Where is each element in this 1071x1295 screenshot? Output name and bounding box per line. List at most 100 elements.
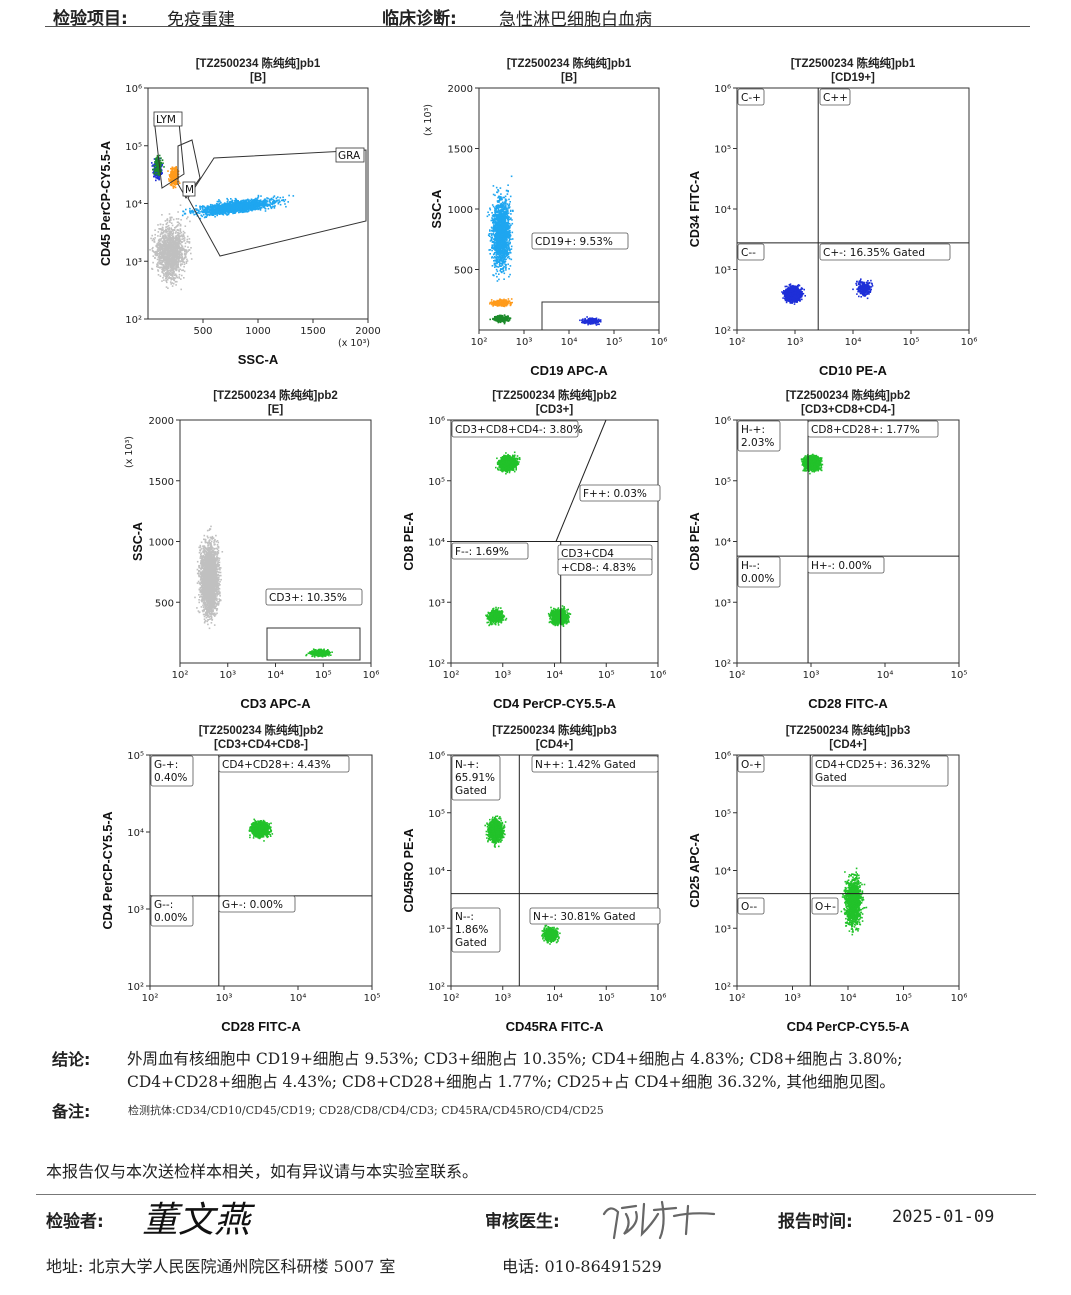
event-dot [493,227,496,229]
event-dot [169,221,171,223]
event-dot [166,230,168,233]
event-dot [188,249,190,251]
event-dot [233,203,236,206]
event-dot [163,279,165,281]
event-dot [161,244,163,247]
event-dot [234,197,237,200]
event-dot [178,180,180,183]
event-dot [166,265,168,268]
event-dot [253,199,256,201]
event-dot [264,210,267,212]
event-dot [178,276,180,278]
event-dot [260,195,262,197]
event-dot [184,250,186,252]
event-dot [257,194,260,197]
event-dot [510,175,513,178]
event-dot [238,203,240,205]
event-population-1 [149,204,193,291]
event-dot [507,245,510,248]
event-dot [182,210,184,213]
event-dot [169,246,171,249]
event-dot [174,232,177,234]
event-dot [170,172,172,174]
event-dot [232,204,235,206]
event-dot [242,199,245,202]
event-dot [172,241,175,244]
event-dot [177,259,179,261]
event-dot [176,246,178,248]
event-dot [214,213,217,216]
event-dot [180,244,183,247]
event-dot [506,254,509,256]
event-dot [169,232,171,234]
diagnosis-value: 急性淋巴细胞白血病 [499,10,652,30]
event-dot [175,265,178,268]
event-dot [151,268,154,270]
event-dot [164,236,167,238]
event-dot [185,260,188,263]
event-dot [175,183,177,185]
event-dot [494,229,496,231]
event-dot [154,162,157,164]
event-dot [507,206,510,208]
event-dot [504,203,507,205]
event-dot [242,208,244,211]
event-dot [184,225,187,227]
event-dot [203,210,206,213]
event-dot [237,209,239,211]
event-dot [171,282,174,284]
event-dot [492,224,495,226]
event-dot [175,246,177,249]
event-dot [180,252,183,255]
event-dot [160,161,162,164]
event-dot [242,201,244,203]
event-dot [173,278,175,280]
event-dot [167,229,170,231]
event-dot [180,240,183,243]
event-dot [263,205,266,208]
event-dot [227,199,229,201]
event-dot [186,260,189,262]
event-dot [163,236,165,239]
event-dot [155,173,157,176]
event-dot [153,173,156,176]
event-dot [504,195,507,198]
event-dot [499,260,501,263]
event-dot [219,212,222,215]
event-dot [503,196,506,199]
event-dot [157,250,159,252]
event-dot [275,200,277,203]
event-dot [159,257,161,260]
event-dot [149,249,151,251]
event-dot [218,213,221,215]
event-dot [167,246,169,249]
event-dot [235,200,238,203]
event-dot [162,269,164,272]
event-dot [152,237,155,240]
event-dot [266,197,268,199]
event-dot [501,264,504,266]
event-dot [168,227,170,229]
event-dot [170,167,172,170]
event-dot [241,199,243,202]
event-dot [491,227,493,229]
event-dot [178,253,180,256]
event-dot [161,271,163,274]
event-dot [179,247,181,249]
event-dot [505,189,508,192]
event-dot [173,229,176,231]
event-dot [273,199,276,202]
event-dot [170,222,173,224]
event-dot [157,241,160,244]
event-dot [182,230,185,233]
event-dot [163,254,165,257]
event-dot [202,209,205,212]
event-dot [246,211,249,213]
event-dot [505,208,508,210]
event-dot [172,175,175,177]
event-dot [207,207,210,210]
event-dot [168,244,170,246]
event-dot [255,203,258,205]
event-dot [153,172,156,174]
event-dot [157,158,159,161]
